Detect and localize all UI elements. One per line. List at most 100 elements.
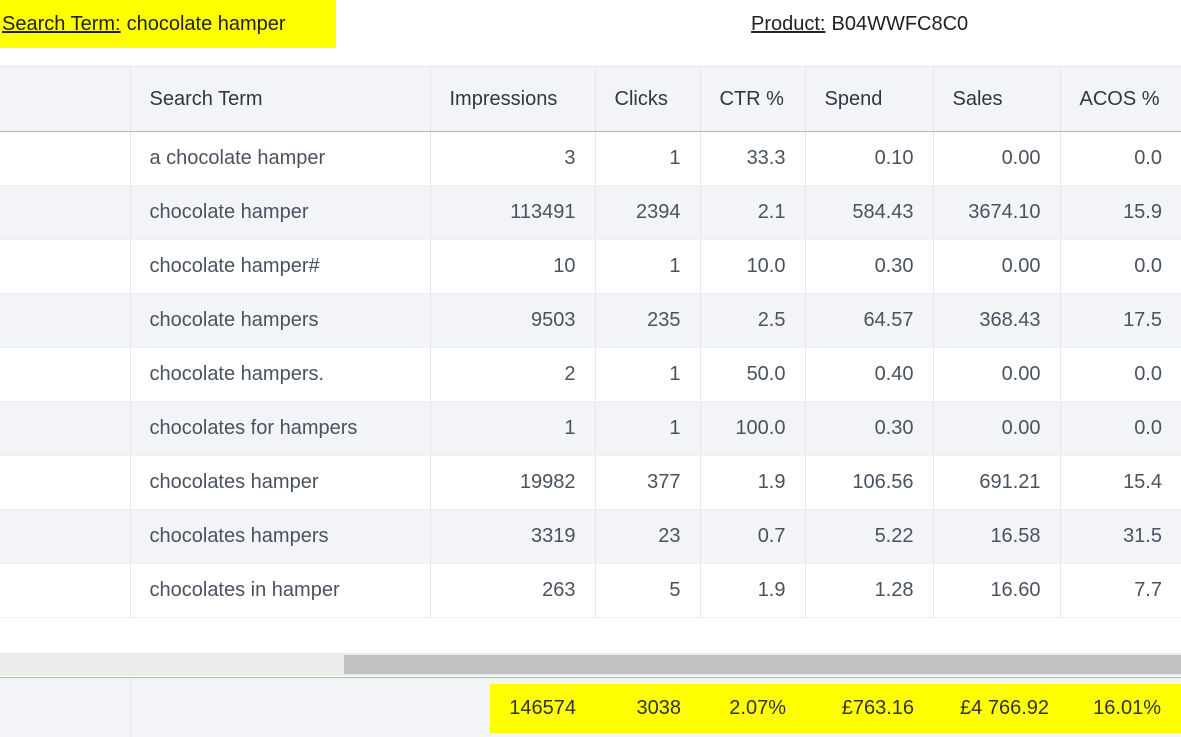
search-term-cell: chocolate hampers. <box>129 347 430 402</box>
column-header-search-term[interactable]: Search Term <box>129 66 430 132</box>
search-term-cell: chocolates hampers <box>129 509 430 564</box>
acos-cell: 17.5 <box>1059 293 1181 348</box>
search-term-label: Search Term: <box>2 12 121 35</box>
column-header-clicks[interactable]: Clicks <box>594 66 700 132</box>
acos-cell: 31.5 <box>1059 509 1181 564</box>
table-row[interactable]: chocolates in hamper 263 5 1.9 1.28 16.60 7.7 <box>0 563 1181 618</box>
scrollbar-thumb[interactable] <box>344 655 1181 674</box>
total-acos: 16.01% <box>1093 697 1161 719</box>
product-label: Product: <box>751 12 826 35</box>
column-header-sales[interactable]: Sales <box>932 66 1060 132</box>
impressions-cell: 9503 <box>429 293 595 348</box>
clicks-cell: 1 <box>594 131 700 186</box>
impressions-cell: 3319 <box>429 509 595 564</box>
sales-cell: 16.60 <box>932 563 1060 618</box>
search-term-filter: Search Term: chocolate hamper <box>0 0 336 48</box>
acos-cell: 7.7 <box>1059 563 1181 618</box>
column-divider <box>130 678 131 737</box>
sales-cell: 0.00 <box>932 239 1060 294</box>
ctr-cell: 0.7 <box>699 509 805 564</box>
column-header-blank <box>0 66 130 132</box>
clicks-cell: 1 <box>594 239 700 294</box>
total-spend: £763.16 <box>841 697 914 719</box>
column-header-ctr[interactable]: CTR % <box>699 66 805 132</box>
acos-cell: 15.4 <box>1059 455 1181 510</box>
row-spacer-cell <box>0 455 130 510</box>
table-row[interactable]: chocolate hamper# 10 1 10.0 0.30 0.00 0.0 <box>0 239 1181 294</box>
table-row[interactable]: chocolate hamper 113491 2394 2.1 584.43 3674.… <box>0 185 1181 240</box>
column-header-spend[interactable]: Spend <box>804 66 933 132</box>
spend-cell: 584.43 <box>804 185 933 240</box>
spend-cell: 0.40 <box>804 347 933 402</box>
clicks-cell: 5 <box>594 563 700 618</box>
horizontal-scrollbar[interactable] <box>0 653 1181 676</box>
total-sales: £4 766.92 <box>960 697 1049 719</box>
ctr-cell: 1.9 <box>699 563 805 618</box>
totals-row: 146574 3038 2.07% £763.16 £4 766.92 16.0… <box>0 677 1181 737</box>
spend-cell: 106.56 <box>804 455 933 510</box>
table-row[interactable]: chocolates hampers 3319 23 0.7 5.22 16.58 31.5 <box>0 509 1181 564</box>
report-header: Search Term: chocolate hamper Product: B04… <box>0 0 1181 48</box>
clicks-cell: 23 <box>594 509 700 564</box>
sales-cell: 0.00 <box>932 401 1060 456</box>
sales-cell: 0.00 <box>932 131 1060 186</box>
spend-cell: 64.57 <box>804 293 933 348</box>
impressions-cell: 10 <box>429 239 595 294</box>
total-impressions: 146574 <box>509 697 576 719</box>
row-spacer-cell <box>0 563 130 618</box>
sales-cell: 16.58 <box>932 509 1060 564</box>
column-header-acos[interactable]: ACOS % <box>1059 66 1181 132</box>
acos-cell: 0.0 <box>1059 131 1181 186</box>
spend-cell: 0.30 <box>804 239 933 294</box>
impressions-cell: 2 <box>429 347 595 402</box>
row-spacer-cell <box>0 239 130 294</box>
table-row[interactable]: a chocolate hamper 3 1 33.3 0.10 0.00 0.0 <box>0 131 1181 186</box>
acos-cell: 0.0 <box>1059 401 1181 456</box>
impressions-cell: 19982 <box>429 455 595 510</box>
clicks-cell: 1 <box>594 347 700 402</box>
impressions-cell: 113491 <box>429 185 595 240</box>
impressions-cell: 3 <box>429 131 595 186</box>
search-term-cell: chocolates in hamper <box>129 563 430 618</box>
row-spacer-cell <box>0 131 130 186</box>
table-row[interactable]: chocolate hampers. 2 1 50.0 0.40 0.00 0.0 <box>0 347 1181 402</box>
sales-cell: 0.00 <box>932 347 1060 402</box>
total-ctr: 2.07% <box>729 697 786 719</box>
totals-highlight <box>490 684 1181 733</box>
impressions-cell: 1 <box>429 401 595 456</box>
table-header-row: Search Term Impressions Clicks CTR % Spe… <box>0 66 1181 132</box>
search-term-cell: chocolate hamper# <box>129 239 430 294</box>
ctr-cell: 50.0 <box>699 347 805 402</box>
spend-cell: 5.22 <box>804 509 933 564</box>
clicks-cell: 377 <box>594 455 700 510</box>
product-filter: Product: B04WWFC8C0 <box>751 0 968 48</box>
row-spacer-cell <box>0 347 130 402</box>
search-term-table: Search Term Impressions Clicks CTR % Spe… <box>0 66 1181 618</box>
search-term-cell: chocolate hampers <box>129 293 430 348</box>
table-row[interactable]: chocolates for hampers 1 1 100.0 0.30 0.00 0.0 <box>0 401 1181 456</box>
search-term-cell: chocolates hamper <box>129 455 430 510</box>
search-term-cell: chocolates for hampers <box>129 401 430 456</box>
table-row[interactable]: chocolate hampers 9503 235 2.5 64.57 368.43 17… <box>0 293 1181 348</box>
row-spacer-cell <box>0 293 130 348</box>
ctr-cell: 2.5 <box>699 293 805 348</box>
column-header-impressions[interactable]: Impressions <box>429 66 595 132</box>
row-spacer-cell <box>0 401 130 456</box>
table-row[interactable]: chocolates hamper 19982 377 1.9 106.56 691.21… <box>0 455 1181 510</box>
spend-cell: 0.30 <box>804 401 933 456</box>
sales-cell: 691.21 <box>932 455 1060 510</box>
clicks-cell: 1 <box>594 401 700 456</box>
row-spacer-cell <box>0 509 130 564</box>
acos-cell: 0.0 <box>1059 239 1181 294</box>
sales-cell: 368.43 <box>932 293 1060 348</box>
ctr-cell: 33.3 <box>699 131 805 186</box>
clicks-cell: 235 <box>594 293 700 348</box>
impressions-cell: 263 <box>429 563 595 618</box>
product-value: B04WWFC8C0 <box>831 12 969 35</box>
acos-cell: 0.0 <box>1059 347 1181 402</box>
row-spacer-cell <box>0 185 130 240</box>
total-clicks: 3038 <box>636 697 682 719</box>
clicks-cell: 2394 <box>594 185 700 240</box>
ctr-cell: 1.9 <box>699 455 805 510</box>
ctr-cell: 100.0 <box>699 401 805 456</box>
